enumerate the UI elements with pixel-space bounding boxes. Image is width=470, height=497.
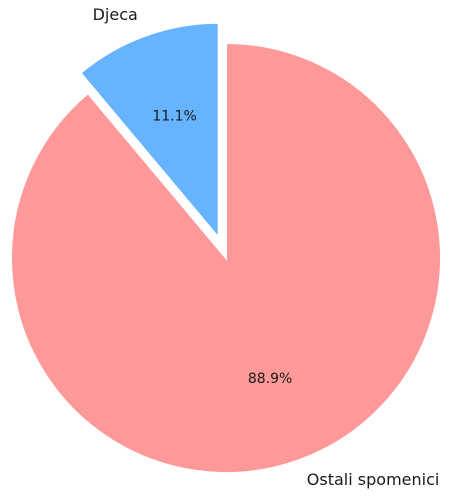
pie-pct-label-djeca: 11.1% xyxy=(152,109,196,125)
pie-labels: 11.1% Djeca 88.9% Ostali spomenici xyxy=(93,5,440,489)
pie-slices xyxy=(10,21,442,474)
pie-slice-ostali-spomenici xyxy=(10,41,442,474)
pie-slice-label-ostali-spomenici: Ostali spomenici xyxy=(307,470,440,489)
pie-slice-label-djeca: Djeca xyxy=(93,5,138,24)
pie-slice-djeca xyxy=(79,21,220,241)
pie-pct-label-ostali-spomenici: 88.9% xyxy=(248,371,292,387)
